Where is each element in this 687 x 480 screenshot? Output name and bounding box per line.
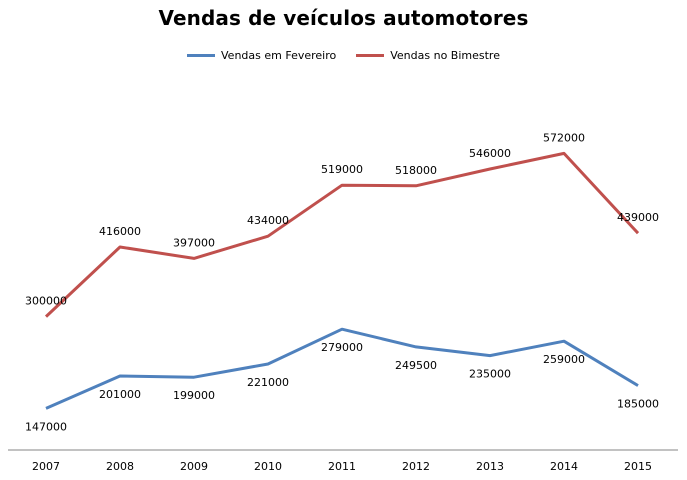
data-label: 201000 [99,388,141,401]
data-label: 519000 [321,163,363,176]
x-tick-label: 2008 [106,460,134,473]
legend-item-fevereiro: Vendas em Fevereiro [187,49,336,62]
data-label: 249500 [395,359,437,372]
data-label: 221000 [247,376,289,389]
legend-swatch-bimestre [356,54,385,57]
data-label: 235000 [469,368,511,381]
legend-label-fevereiro: Vendas em Fevereiro [221,49,337,62]
data-label: 199000 [173,389,215,402]
legend-swatch-fevereiro [187,54,215,57]
data-label: 572000 [543,131,585,144]
data-label: 518000 [395,164,437,177]
legend-label-bimestre: Vendas no Bimestre [390,49,500,62]
legend-item-bimestre: Vendas no Bimestre [356,49,500,62]
data-label: 397000 [173,236,215,249]
data-label: 300000 [25,295,67,308]
data-label: 416000 [99,225,141,238]
x-tick-label: 2010 [254,460,282,473]
data-label: 434000 [247,214,289,227]
series-line-fevereiro [45,327,639,410]
x-tick-label: 2012 [402,460,430,473]
x-tick-label: 2007 [32,460,60,473]
series-line-bimestre [44,151,640,318]
x-tick-label: 2015 [624,460,652,473]
data-label: 546000 [469,147,511,160]
data-label: 147000 [25,420,67,433]
chart-title: Vendas de veículos automotores [158,6,529,30]
data-label: 439000 [617,211,659,224]
data-label: 279000 [321,341,363,354]
x-tick-label: 2013 [476,460,504,473]
x-tick-label: 2009 [180,460,208,473]
x-tick-label: 2014 [550,460,578,473]
x-tick-label: 2011 [328,460,356,473]
chart-legend: Vendas em Fevereiro Vendas no Bimestre [0,49,687,62]
data-label: 185000 [617,398,659,411]
data-label: 259000 [543,353,585,366]
